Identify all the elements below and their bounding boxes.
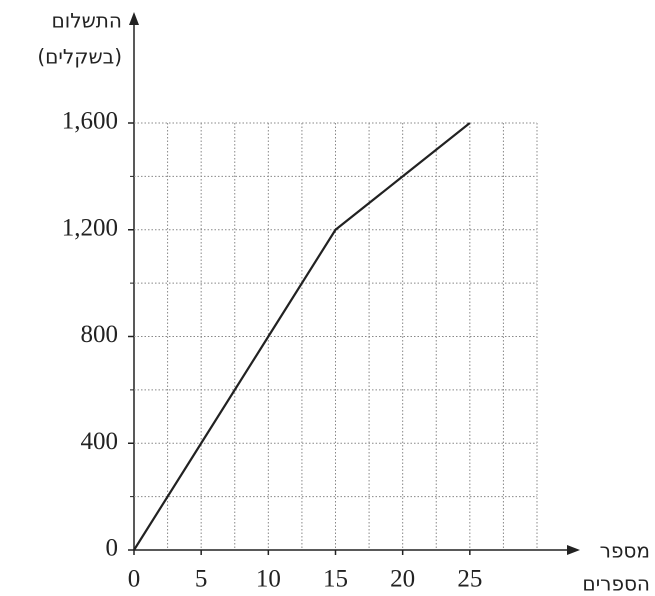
x-tick-label: 10 <box>256 566 281 593</box>
y-axis-arrow <box>129 12 139 25</box>
y-tick-label: 800 <box>81 321 119 348</box>
y-axis-label: (בשקלים) <box>37 45 122 69</box>
x-axis-arrow <box>567 545 580 555</box>
x-tick-label: 20 <box>390 566 415 593</box>
x-axis-label: מספר <box>600 539 650 563</box>
x-tick-label: 5 <box>195 566 208 593</box>
x-axis-label: הספרים <box>582 572 650 596</box>
data-line <box>133 122 471 551</box>
y-axis-label: התשלום <box>52 9 122 33</box>
x-tick-label: 25 <box>457 566 482 593</box>
y-tick-label: 1,200 <box>62 214 118 241</box>
y-tick-label: 400 <box>81 428 119 455</box>
y-tick-label: 0 <box>106 535 119 562</box>
x-tick-label: 0 <box>128 566 141 593</box>
x-tick-label: 15 <box>323 566 348 593</box>
y-tick-label: 1,600 <box>62 108 118 135</box>
